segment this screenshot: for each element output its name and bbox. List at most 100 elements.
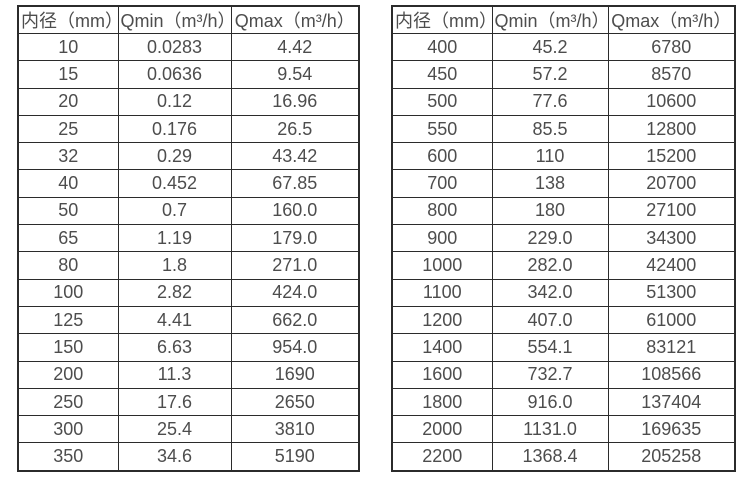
table-row: 900 229.0 34300 [391, 224, 736, 253]
table-cell: 10 [17, 32, 119, 62]
table-cell: 500 [391, 87, 493, 116]
table-row: 2000 1131.0 169635 [391, 415, 736, 444]
table-cell: 1000 [391, 251, 493, 280]
table-row: 125 4.41 662.0 [17, 305, 360, 335]
table-cell: 27100 [607, 196, 736, 226]
col-header-qmin: Qmin（m³/h） [491, 5, 609, 34]
col-header-qmax: Qmax（m³/h） [230, 5, 360, 34]
table-cell: 1.19 [117, 224, 232, 253]
table-cell: 1200 [391, 305, 493, 335]
table-row: 1000 282.0 42400 [391, 251, 736, 280]
table-cell: 77.6 [491, 87, 609, 116]
table-cell: 67.85 [230, 169, 360, 198]
table-cell: 400 [391, 32, 493, 62]
table-cell: 108566 [607, 360, 736, 389]
table-cell: 32 [17, 142, 119, 171]
table-row: 500 77.6 10600 [391, 87, 736, 116]
table-cell: 34300 [607, 224, 736, 253]
table-cell: 0.7 [117, 196, 232, 226]
table-cell: 1.8 [117, 251, 232, 280]
table-cell: 1368.4 [491, 442, 609, 472]
table-row: 250 17.6 2650 [17, 387, 360, 417]
table-row: 25 0.176 26.5 [17, 114, 360, 144]
table-row: 800 180 27100 [391, 196, 736, 226]
table-header-row: 内径（mm） Qmin（m³/h） Qmax（m³/h） [17, 5, 360, 34]
table-cell: 1690 [230, 360, 360, 389]
table-cell: 138 [491, 169, 609, 198]
table-cell: 0.452 [117, 169, 232, 198]
table-cell: 916.0 [491, 387, 609, 417]
table-cell: 200 [17, 360, 119, 389]
table-cell: 450 [391, 60, 493, 89]
table-cell: 600 [391, 142, 493, 171]
table-row: 1200 407.0 61000 [391, 305, 736, 335]
table-cell: 125 [17, 305, 119, 335]
table-cell: 900 [391, 224, 493, 253]
table-cell: 424.0 [230, 278, 360, 307]
table-cell: 180 [491, 196, 609, 226]
table-header-row: 内径（mm） Qmin（m³/h） Qmax（m³/h） [391, 5, 736, 34]
table-cell: 8570 [607, 60, 736, 89]
table-cell: 0.0636 [117, 60, 232, 89]
table-row: 1100 342.0 51300 [391, 278, 736, 307]
table-row: 450 57.2 8570 [391, 60, 736, 89]
table-cell: 57.2 [491, 60, 609, 89]
table-cell: 3810 [230, 415, 360, 444]
table-row: 300 25.4 3810 [17, 415, 360, 444]
table-body: 10 0.0283 4.42 15 0.0636 9.54 20 0.12 16.96 25 0.1… [17, 32, 360, 472]
table-row: 15 0.0636 9.54 [17, 60, 360, 89]
col-header-inner-diameter: 内径（mm） [17, 5, 119, 34]
table-row: 80 1.8 271.0 [17, 251, 360, 280]
table-cell: 20 [17, 87, 119, 116]
table-cell: 4.42 [230, 32, 360, 62]
flow-table-small-diameters: 内径（mm） Qmin（m³/h） Qmax（m³/h） 10 0.0283 4.4… [17, 5, 360, 472]
table-cell: 2000 [391, 415, 493, 444]
table-cell: 229.0 [491, 224, 609, 253]
table-cell: 15 [17, 60, 119, 89]
table-cell: 16.96 [230, 87, 360, 116]
table-cell: 1600 [391, 360, 493, 389]
table-cell: 954.0 [230, 333, 360, 362]
table-row: 32 0.29 43.42 [17, 142, 360, 171]
table-row: 150 6.63 954.0 [17, 333, 360, 362]
table-cell: 179.0 [230, 224, 360, 253]
col-header-qmin: Qmin（m³/h） [117, 5, 232, 34]
table-cell: 26.5 [230, 114, 360, 144]
table-cell: 2650 [230, 387, 360, 417]
col-header-inner-diameter: 内径（mm） [391, 5, 493, 34]
table-cell: 10600 [607, 87, 736, 116]
table-cell: 137404 [607, 387, 736, 417]
table-row: 1400 554.1 83121 [391, 333, 736, 362]
table-cell: 4.41 [117, 305, 232, 335]
table-row: 550 85.5 12800 [391, 114, 736, 144]
table-row: 400 45.2 6780 [391, 32, 736, 62]
table-cell: 550 [391, 114, 493, 144]
table-cell: 5190 [230, 442, 360, 472]
table-cell: 0.12 [117, 87, 232, 116]
table-body: 400 45.2 6780 450 57.2 8570 500 77.6 10600 550 85.… [391, 32, 736, 472]
table-cell: 342.0 [491, 278, 609, 307]
table-cell: 700 [391, 169, 493, 198]
table-cell: 250 [17, 387, 119, 417]
table-cell: 42400 [607, 251, 736, 280]
table-cell: 100 [17, 278, 119, 307]
table-row: 1600 732.7 108566 [391, 360, 736, 389]
table-cell: 300 [17, 415, 119, 444]
table-cell: 85.5 [491, 114, 609, 144]
table-row: 2200 1368.4 205258 [391, 442, 736, 472]
table-cell: 17.6 [117, 387, 232, 417]
table-cell: 50 [17, 196, 119, 226]
table-cell: 61000 [607, 305, 736, 335]
table-cell: 2200 [391, 442, 493, 472]
table-cell: 15200 [607, 142, 736, 171]
table-cell: 43.42 [230, 142, 360, 171]
table-cell: 25 [17, 114, 119, 144]
table-cell: 1800 [391, 387, 493, 417]
table-cell: 160.0 [230, 196, 360, 226]
table-cell: 25.4 [117, 415, 232, 444]
table-cell: 65 [17, 224, 119, 253]
table-cell: 34.6 [117, 442, 232, 472]
table-cell: 732.7 [491, 360, 609, 389]
table-cell: 271.0 [230, 251, 360, 280]
